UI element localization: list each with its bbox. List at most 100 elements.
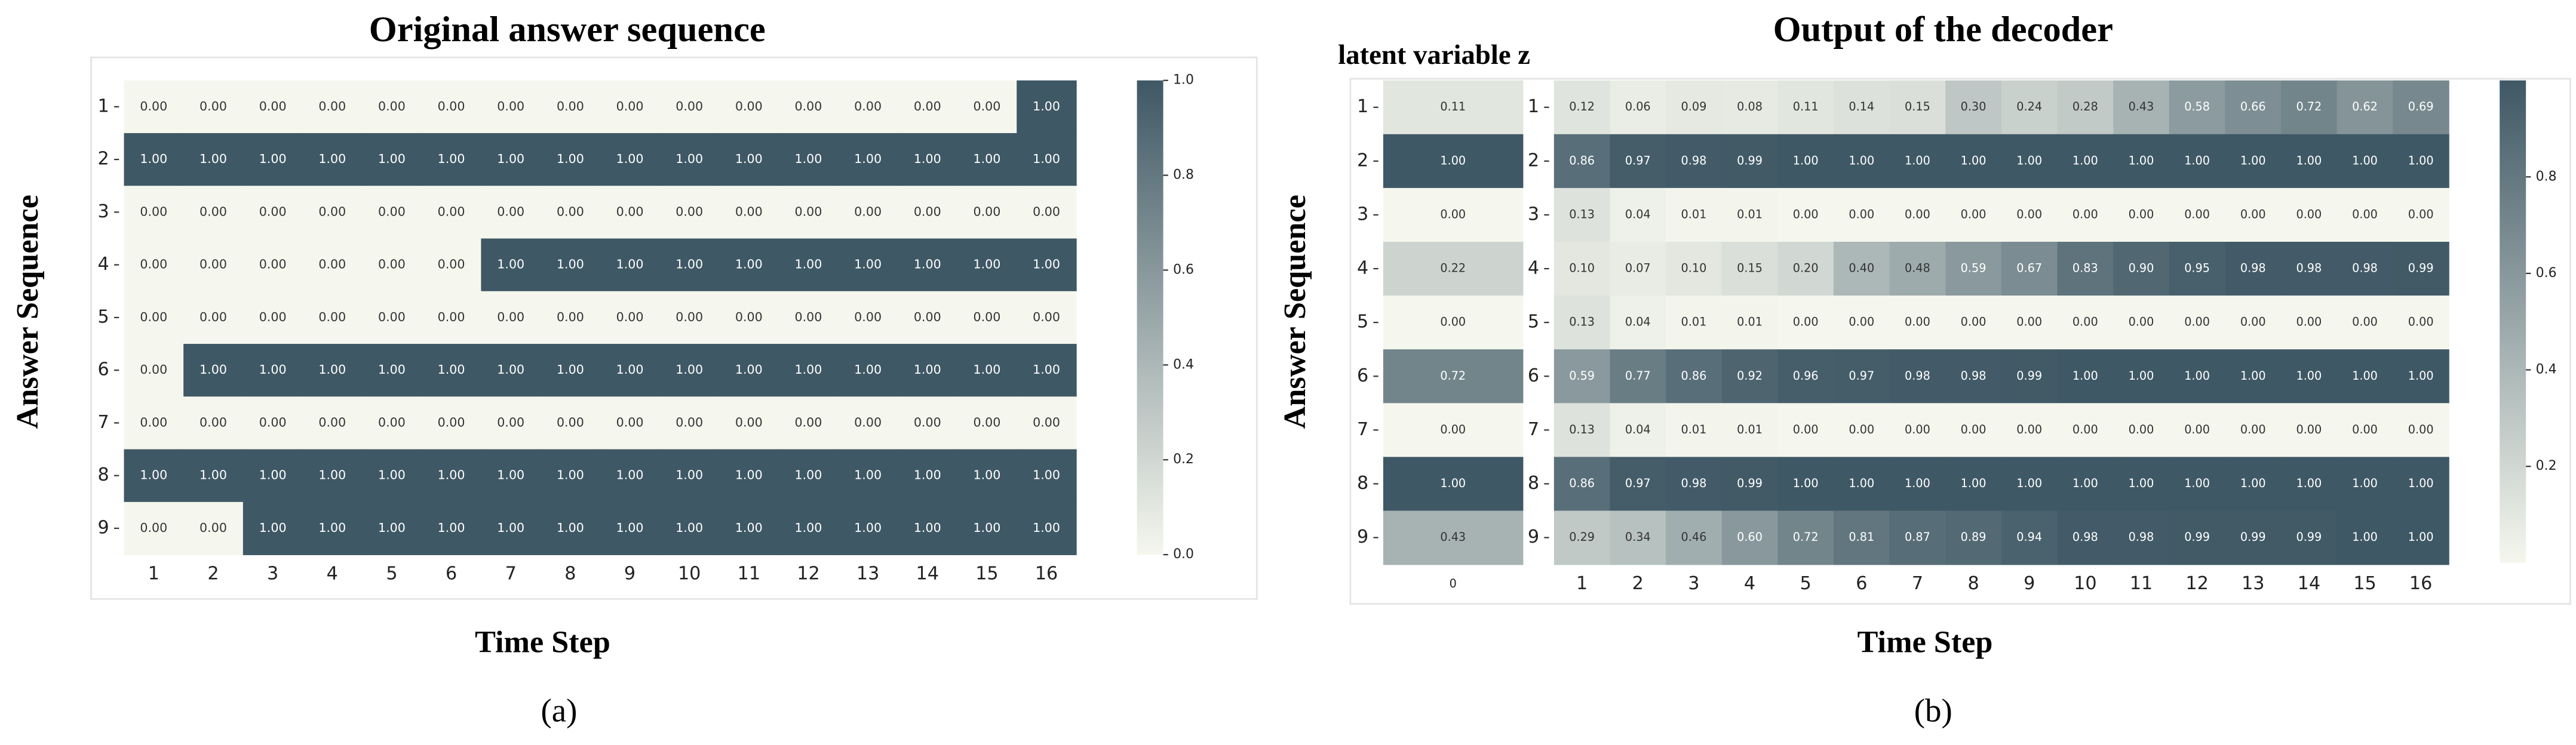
y-tick-label: 1: [98, 96, 109, 116]
cell-label: 0.34: [1625, 530, 1651, 544]
heatmap-cell: [541, 396, 601, 450]
cell-label: 1.00: [378, 468, 406, 482]
heatmap-cell: [719, 501, 779, 555]
heatmap-cell: [2169, 295, 2226, 350]
cell-label: 0.00: [795, 415, 822, 429]
heatmap-cell: [2001, 242, 2058, 296]
cell-label: 1.00: [2129, 476, 2154, 490]
heatmap-cell: [1017, 501, 1077, 555]
cell-label: 1.00: [318, 521, 346, 535]
cell-label: 1.00: [2296, 476, 2322, 490]
cell-label: 0.77: [1625, 369, 1651, 383]
heatmap-cell: [897, 238, 958, 292]
heatmap-cell: [957, 396, 1018, 450]
cell-label: 1.00: [2073, 153, 2098, 167]
heatmap-cell: [1666, 510, 1723, 565]
heatmap-cell: [659, 133, 720, 187]
x-tick-label: 12: [2185, 573, 2208, 594]
heatmap-cell: [421, 133, 482, 187]
cell-label: 1.00: [259, 362, 287, 377]
heatmap-cell: [659, 396, 720, 450]
y-tick-label: 2: [98, 149, 109, 170]
heatmap-cell: [1721, 134, 1779, 189]
heatmap-cell: [2169, 134, 2226, 189]
heatmap-cell: [659, 449, 720, 503]
cell-label: 0.00: [914, 415, 941, 429]
heatmap-cell: [183, 186, 244, 239]
cell-label: 0.00: [2184, 423, 2210, 436]
heatmap-cell: [838, 344, 898, 398]
heatmap-cell: [2393, 510, 2449, 565]
cell-label: 0.00: [259, 99, 287, 113]
x-tick-label: 10: [678, 564, 701, 584]
cell-label: 0.00: [1849, 423, 1874, 436]
heatmap-cell: [242, 133, 303, 187]
cell-label: 0.98: [1905, 369, 1930, 383]
cell-label: 1.00: [378, 521, 406, 535]
heatmap-cell: [2281, 510, 2338, 565]
cell-label: 1.00: [497, 468, 524, 482]
cell-label: 1.00: [438, 521, 465, 535]
cell-label: 0.00: [2296, 315, 2322, 329]
heatmap-cell: [302, 344, 363, 398]
heatmap-cell: [778, 291, 839, 344]
cell-label: 1.00: [1440, 476, 1466, 490]
cell-label: 0.98: [2352, 261, 2378, 275]
cell-label: 0.98: [2240, 261, 2266, 275]
heatmap-cell: [2169, 187, 2226, 242]
heatmap-cell: [541, 186, 601, 239]
y-tick-label: 6: [1528, 365, 1539, 386]
heatmap-cell: [838, 80, 898, 134]
cell-label: 1.00: [259, 468, 287, 482]
heatmap-cell: [2001, 457, 2058, 512]
heatmap-cell: [1833, 80, 1890, 135]
cell-label: 0.00: [1033, 415, 1060, 429]
heatmap-cell: [302, 80, 363, 134]
x-tick-label: 13: [2242, 573, 2264, 594]
cell-label: 0.00: [973, 310, 1000, 324]
cell-label: 0.46: [1681, 530, 1706, 544]
cell-label: 0.72: [2296, 100, 2322, 113]
heatmap-cell: [1017, 133, 1077, 187]
cell-label: 0.00: [2184, 315, 2210, 329]
y-tick-label: 9: [1357, 527, 1368, 547]
x-tick-label: 0: [1450, 577, 1457, 590]
cell-label: 0.30: [1961, 100, 1987, 113]
cell-label: 0.28: [2073, 100, 2098, 113]
cell-label: 0.00: [497, 415, 524, 429]
y-tick-label: 9: [98, 517, 109, 538]
cell-label: 1.00: [2296, 369, 2322, 383]
heatmap-cell: [1553, 80, 1611, 135]
heatmap-cell: [1777, 349, 1834, 404]
heatmap-cell: [362, 238, 422, 292]
cell-label: 1.00: [1961, 476, 1987, 490]
heatmap-cell: [2057, 242, 2114, 296]
cell-label: 0.00: [676, 99, 703, 113]
cell-label: 0.00: [2129, 207, 2154, 221]
heatmap-cell: [719, 238, 779, 292]
heatmap-cell: [2336, 510, 2394, 565]
cell-label: 0.99: [1737, 153, 1763, 167]
colorbar-tick-label: 0.2: [1173, 452, 1194, 467]
cell-label: 0.00: [795, 99, 822, 113]
y-tick-label: 6: [98, 359, 109, 380]
cell-label: 0.00: [1440, 423, 1466, 436]
heatmap-cell: [2169, 349, 2226, 404]
cell-label: 0.00: [1961, 423, 1987, 436]
cell-label: 1.00: [438, 152, 465, 166]
x-tick-label: 9: [2024, 573, 2035, 594]
heatmap-cell: [1610, 510, 1666, 565]
heatmap-cell: [2169, 80, 2226, 135]
cell-label: 1.00: [2129, 153, 2154, 167]
heatmap-cell: [1383, 242, 1524, 296]
cell-label: 1.00: [1033, 99, 1060, 113]
cell-label: 0.00: [318, 99, 346, 113]
cell-label: 0.00: [676, 310, 703, 324]
cell-label: 0.01: [1681, 423, 1706, 436]
cell-label: 1.00: [2016, 153, 2042, 167]
heatmap-cell: [1017, 396, 1077, 450]
chart-title: Original answer sequence: [369, 10, 766, 50]
cell-label: 0.00: [557, 204, 584, 218]
cell-label: 1.00: [438, 468, 465, 482]
